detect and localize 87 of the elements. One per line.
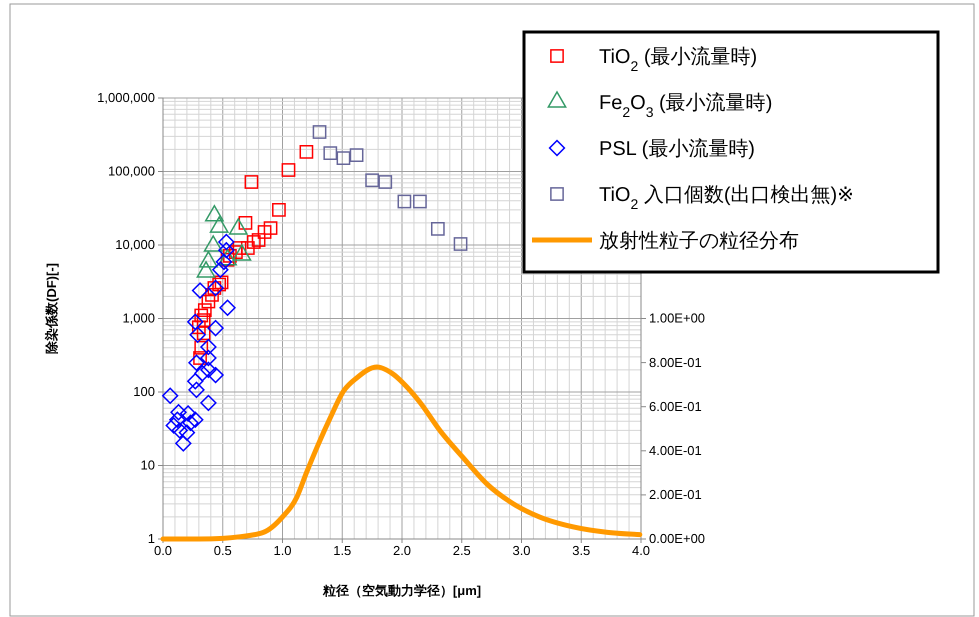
point [207,366,224,384]
point [365,173,379,188]
point [194,308,208,322]
point [323,146,338,160]
point [272,203,286,217]
y-tick-label: 100 [133,384,155,400]
y2-tick-label: 4.00E-01 [649,442,702,458]
point [192,282,208,299]
point [175,435,192,452]
point [196,313,211,328]
point [350,148,364,162]
point [192,320,206,334]
point [198,303,212,317]
point [216,254,232,270]
point [187,412,204,428]
point [200,394,217,412]
point [196,326,211,340]
point [413,194,427,208]
point [194,340,208,355]
point [219,300,236,316]
legend-label: 放射性粒子の粒径分布 [599,230,799,252]
point [194,365,211,382]
point [205,288,219,302]
point [187,314,204,330]
point [246,235,261,249]
y2-tick-label: 1.00E+00 [649,310,706,326]
legend-label: TiO$_{2}$ (最小流量時) [599,46,758,74]
point [312,125,326,139]
point [264,221,278,235]
point [180,405,196,422]
point [398,194,412,208]
x-tick-label: 4.0 [632,543,650,558]
point [218,242,234,258]
point [258,225,272,239]
y-tick-label: 1,000,000 [97,90,155,106]
point [212,262,229,278]
legend-label: Fe$_{2}$O$_{3}$ (最小流量時) [599,92,772,120]
point [200,350,217,366]
point [188,354,205,371]
point [193,351,207,365]
point [188,382,205,398]
x-tick-label: 2.0 [392,543,412,558]
y-tick-label: 100,000 [108,164,155,179]
point [187,373,204,390]
point [218,234,234,250]
point [182,414,199,432]
point [238,216,252,230]
point [166,417,182,434]
x-axis-title: 粒径（空気動力学径）[μm] [322,583,482,598]
point [162,388,178,404]
x-tick-label: 0.5 [214,543,232,558]
y2-tick-label: 0.00E+00 [649,531,706,546]
y-tick-label: 1 [148,531,155,546]
point [454,237,468,251]
y2-tick-label: 8.00E-01 [649,354,702,370]
point [214,276,228,290]
point [200,338,217,356]
point [212,278,226,292]
point [282,163,296,177]
point [178,424,196,441]
point [252,233,266,247]
point [169,412,186,428]
point [189,326,206,343]
point [172,422,188,439]
point [200,362,217,378]
point [336,151,350,166]
y-tick-label: 10 [140,458,155,473]
x-tick-label: 3.0 [512,543,531,558]
point [202,294,216,308]
x-tick-label: 0.0 [154,543,172,558]
y-axis-title: 除染係数(DF)[-] [44,263,59,354]
legend-label: TiO$_{2}$ 入口個数(出口検出無)※ [599,184,854,212]
point [300,144,314,159]
point [207,320,224,336]
point [430,222,445,236]
point [244,175,258,189]
y2-tick-label: 6.00E-01 [649,398,702,414]
x-tick-label: 1.0 [273,543,292,558]
legend-label: PSL (最小流量時) [599,138,755,160]
y-tick-label: 10,000 [115,237,155,252]
x-tick-label: 2.5 [452,543,471,558]
x-tick-label: 3.5 [572,543,590,558]
x-tick-label: 1.5 [333,543,352,558]
y-tick-label: 1,000 [122,310,155,326]
point [378,175,392,189]
point [170,404,187,420]
y2-tick-label: 2.00E-01 [649,487,702,502]
